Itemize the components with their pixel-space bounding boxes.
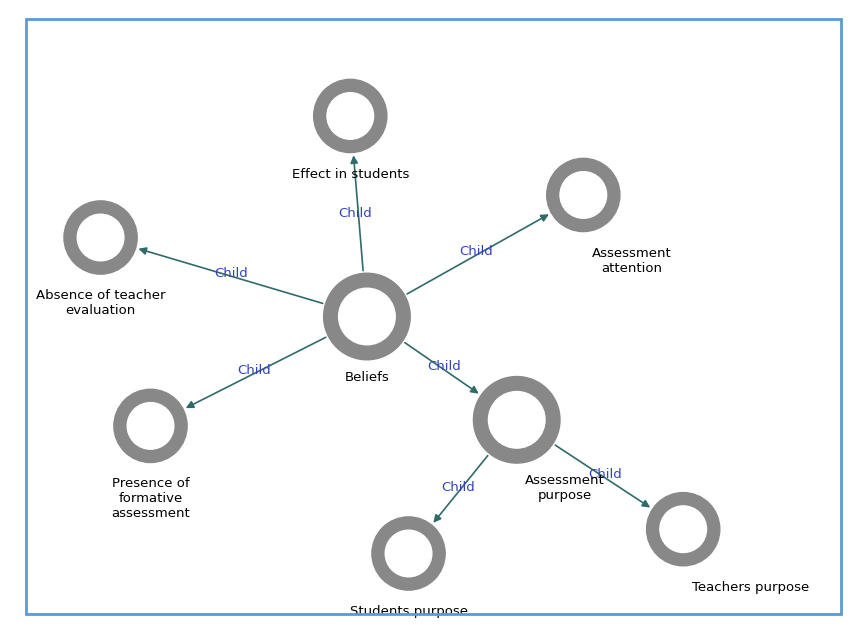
Ellipse shape: [327, 92, 374, 139]
Text: Child: Child: [427, 360, 460, 373]
Text: Teachers purpose: Teachers purpose: [692, 581, 809, 594]
Text: Child: Child: [588, 468, 622, 480]
Ellipse shape: [339, 288, 395, 345]
Text: Absence of teacher
evaluation: Absence of teacher evaluation: [36, 289, 166, 317]
Text: Child: Child: [441, 481, 475, 494]
Ellipse shape: [560, 172, 607, 218]
Ellipse shape: [127, 403, 173, 449]
Text: Child: Child: [215, 267, 249, 280]
Ellipse shape: [114, 389, 187, 463]
Ellipse shape: [660, 506, 707, 553]
Ellipse shape: [64, 201, 137, 274]
Text: Child: Child: [238, 364, 271, 377]
Text: Assessment
purpose: Assessment purpose: [525, 474, 605, 502]
Ellipse shape: [323, 273, 410, 360]
Ellipse shape: [314, 79, 387, 153]
Text: Effect in students: Effect in students: [291, 168, 409, 180]
Text: Assessment
attention: Assessment attention: [591, 247, 671, 275]
Ellipse shape: [647, 492, 720, 566]
Ellipse shape: [473, 377, 560, 463]
Ellipse shape: [77, 214, 124, 261]
Text: Beliefs: Beliefs: [344, 370, 389, 384]
Ellipse shape: [385, 530, 432, 577]
Text: Child: Child: [460, 246, 493, 258]
Text: Child: Child: [338, 206, 372, 220]
Ellipse shape: [547, 158, 620, 232]
Text: Presence of
formative
assessment: Presence of formative assessment: [111, 477, 190, 520]
Ellipse shape: [488, 391, 545, 448]
Text: Students purpose: Students purpose: [349, 605, 467, 618]
Ellipse shape: [372, 517, 445, 590]
